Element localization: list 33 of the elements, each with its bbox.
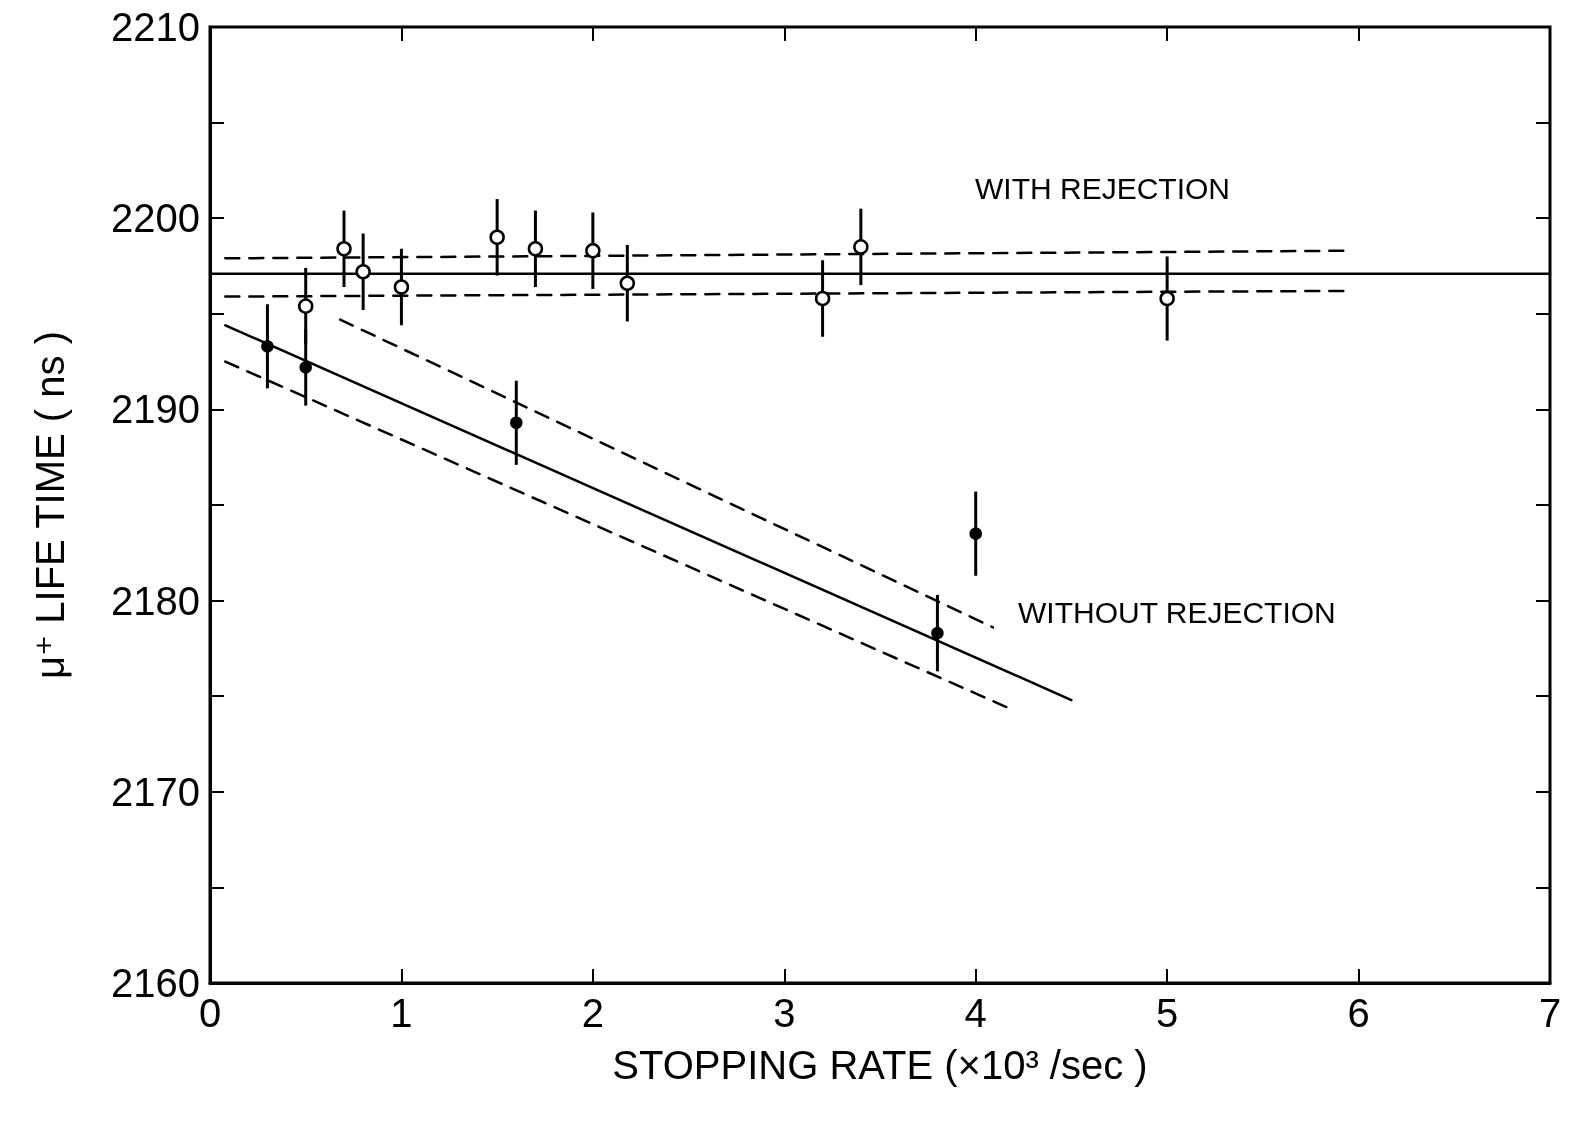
x-tick-label: 4 <box>964 991 987 1035</box>
y-tick-label: 2200 <box>111 196 200 241</box>
x-tick-label: 1 <box>390 991 413 1035</box>
annotation: WITHOUT REJECTION <box>1018 595 1336 629</box>
x-axis-title: STOPPING RATE (×10³ /sec ) <box>612 1043 1148 1087</box>
point <box>931 626 944 640</box>
point <box>585 242 601 259</box>
point <box>355 263 371 280</box>
annotation: WITH REJECTION <box>975 171 1230 205</box>
y-tick-label: 2170 <box>111 769 200 814</box>
point <box>853 239 869 255</box>
y-tick-label: 2190 <box>111 387 200 432</box>
point <box>336 241 352 257</box>
point <box>393 279 410 295</box>
point <box>969 527 982 540</box>
point <box>297 298 314 314</box>
x-tick-label: 0 <box>198 991 222 1035</box>
x-tick-label: 3 <box>773 991 796 1035</box>
point <box>261 340 274 353</box>
x-tick-label: 6 <box>1347 991 1370 1035</box>
y-tick-label: 2180 <box>111 578 200 623</box>
y-tick-label: 2160 <box>111 961 200 1005</box>
x-tick-label: 5 <box>1156 991 1179 1035</box>
point <box>814 290 831 307</box>
point <box>510 416 523 430</box>
x-tick-label: 7 <box>1538 991 1562 1035</box>
y-tick-label: 2210 <box>111 5 200 49</box>
point <box>619 275 636 291</box>
point <box>489 229 505 246</box>
point <box>527 241 544 257</box>
y-axis-title: μ⁺ LIFE TIME ( ns ) <box>28 331 72 679</box>
point <box>299 361 312 374</box>
x-tick-label: 2 <box>581 991 604 1035</box>
